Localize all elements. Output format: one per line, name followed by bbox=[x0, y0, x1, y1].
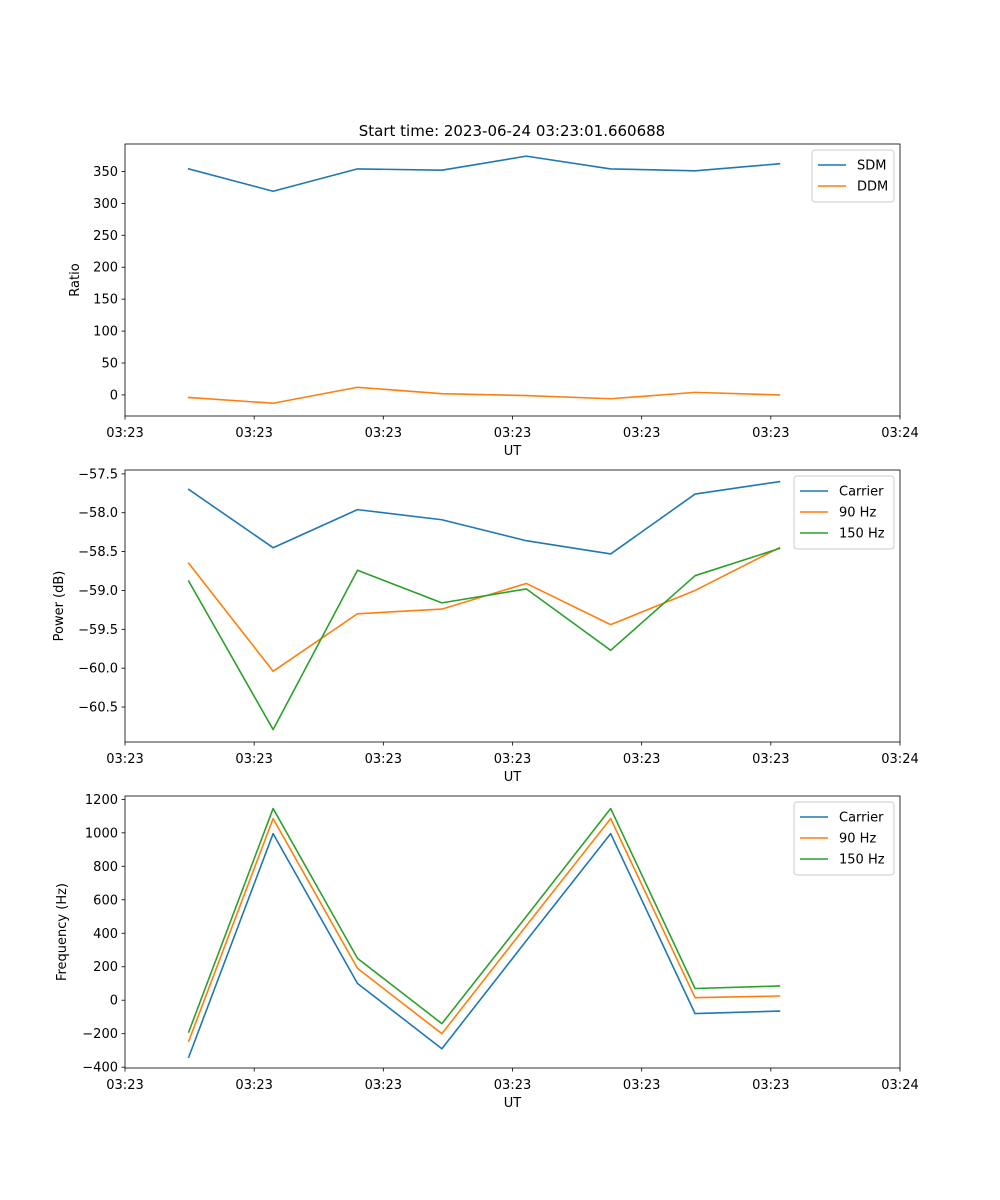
y-tick-label: 800 bbox=[93, 860, 118, 875]
x-tick-label: 03:24 bbox=[881, 426, 918, 441]
legend-label-carrier: Carrier bbox=[839, 485, 884, 500]
y-tick-label: 300 bbox=[93, 197, 118, 212]
series-line-ddm bbox=[187, 386, 781, 405]
y-tick-label: 1000 bbox=[85, 826, 118, 841]
y-tick-label: 200 bbox=[93, 960, 118, 975]
x-tick-label: 03:23 bbox=[106, 426, 143, 441]
y-tick-label: −60.5 bbox=[78, 701, 118, 716]
y-tick-label: 50 bbox=[101, 357, 118, 372]
y-tick-label: 200 bbox=[93, 261, 118, 276]
y-tick-label: 100 bbox=[93, 325, 118, 340]
y-tick-label: −59.0 bbox=[78, 584, 118, 599]
legend-box bbox=[793, 475, 895, 550]
x-tick-label: 03:23 bbox=[623, 752, 660, 767]
x-tick-label: 03:23 bbox=[106, 1078, 143, 1093]
subplot-2: 03:23 03:23 03:23 03:23 03:23 03:23 03:24 −60.5… bbox=[52, 467, 919, 785]
y-tick-label: −400 bbox=[82, 1061, 118, 1076]
legend: Carrier 90 Hz 150 Hz bbox=[793, 475, 895, 550]
x-tick-label: 03:23 bbox=[365, 1078, 402, 1093]
y-axis-label: Power (dB) bbox=[52, 571, 67, 642]
legend-label-90-hz: 90 Hz bbox=[839, 506, 876, 521]
y-tick-label: 400 bbox=[93, 927, 118, 942]
x-tick-label: 03:23 bbox=[623, 426, 660, 441]
legend: Carrier 90 Hz 150 Hz bbox=[793, 801, 895, 876]
x-tick-label: 03:23 bbox=[623, 1078, 660, 1093]
y-tick-label: −59.5 bbox=[78, 623, 118, 638]
y-axis-label: Frequency (Hz) bbox=[55, 883, 70, 981]
x-tick-label: 03:23 bbox=[106, 752, 143, 767]
legend-label-ddm: DDM bbox=[857, 180, 888, 195]
legend-label-90-hz: 90 Hz bbox=[839, 832, 876, 847]
legend-box bbox=[811, 149, 895, 203]
legend-label-150-hz: 150 Hz bbox=[839, 527, 885, 542]
x-tick-label: 03:23 bbox=[494, 426, 531, 441]
series-line-sdm bbox=[187, 155, 781, 193]
x-tick-label: 03:23 bbox=[235, 752, 272, 767]
series-line-carrier bbox=[187, 832, 781, 1059]
y-tick-label: 1200 bbox=[85, 793, 118, 808]
x-tick-label: 03:24 bbox=[881, 1078, 918, 1093]
x-axis-label: UT bbox=[504, 770, 522, 785]
y-tick-label: 0 bbox=[110, 994, 118, 1009]
y-tick-label: −57.5 bbox=[78, 467, 118, 482]
y-tick-label: −200 bbox=[82, 1027, 118, 1042]
x-tick-label: 03:23 bbox=[752, 1078, 789, 1093]
series-line-150-hz bbox=[187, 547, 781, 731]
figure-title: Start time: 2023-06-24 03:23:01.660688 bbox=[359, 122, 665, 140]
y-axis-label: Ratio bbox=[68, 263, 83, 296]
legend-label-150-hz: 150 Hz bbox=[839, 853, 885, 868]
y-tick-label: 600 bbox=[93, 893, 118, 908]
x-tick-label: 03:23 bbox=[752, 426, 789, 441]
series-line-150-hz bbox=[187, 807, 781, 1034]
x-tick-label: 03:23 bbox=[494, 1078, 531, 1093]
x-tick-label: 03:23 bbox=[752, 752, 789, 767]
x-axis-label: UT bbox=[504, 1096, 522, 1111]
y-tick-label: 250 bbox=[93, 229, 118, 244]
y-tick-label: 0 bbox=[110, 388, 118, 403]
y-tick-label: −58.5 bbox=[78, 545, 118, 560]
subplot-1: 03:23 03:23 03:23 03:23 03:23 03:23 03:24 0 50 10… bbox=[68, 143, 919, 459]
y-tick-label: 150 bbox=[93, 293, 118, 308]
y-tick-label: 350 bbox=[93, 165, 118, 180]
x-tick-label: 03:23 bbox=[235, 1078, 272, 1093]
x-tick-label: 03:23 bbox=[494, 752, 531, 767]
x-tick-label: 03:24 bbox=[881, 752, 918, 767]
series-line-carrier bbox=[187, 480, 781, 555]
legend-label-carrier: Carrier bbox=[839, 811, 884, 826]
legend: SDM DDM bbox=[811, 149, 895, 203]
subplot-3: 03:23 03:23 03:23 03:23 03:23 03:23 03:24 −400 −… bbox=[55, 793, 919, 1111]
x-tick-label: 03:23 bbox=[365, 752, 402, 767]
series-line-90-hz bbox=[187, 817, 781, 1043]
y-tick-label: −60.0 bbox=[78, 662, 118, 677]
x-tick-label: 03:23 bbox=[235, 426, 272, 441]
legend-label-sdm: SDM bbox=[857, 159, 886, 174]
x-axis-label: UT bbox=[504, 444, 522, 459]
x-tick-label: 03:23 bbox=[365, 426, 402, 441]
subplots: 03:23 03:23 03:23 03:23 03:23 03:23 03:24 0 50 10… bbox=[52, 143, 919, 1111]
legend-box bbox=[793, 801, 895, 876]
y-tick-label: −58.0 bbox=[78, 506, 118, 521]
